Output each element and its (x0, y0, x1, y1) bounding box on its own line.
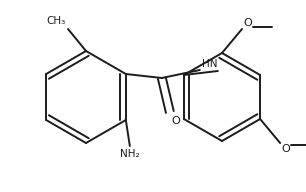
Text: CH₃: CH₃ (47, 16, 66, 26)
Text: O: O (281, 144, 290, 154)
Text: HN: HN (202, 59, 217, 69)
Text: O: O (172, 116, 181, 126)
Text: NH₂: NH₂ (120, 149, 140, 159)
Text: O: O (243, 18, 252, 28)
